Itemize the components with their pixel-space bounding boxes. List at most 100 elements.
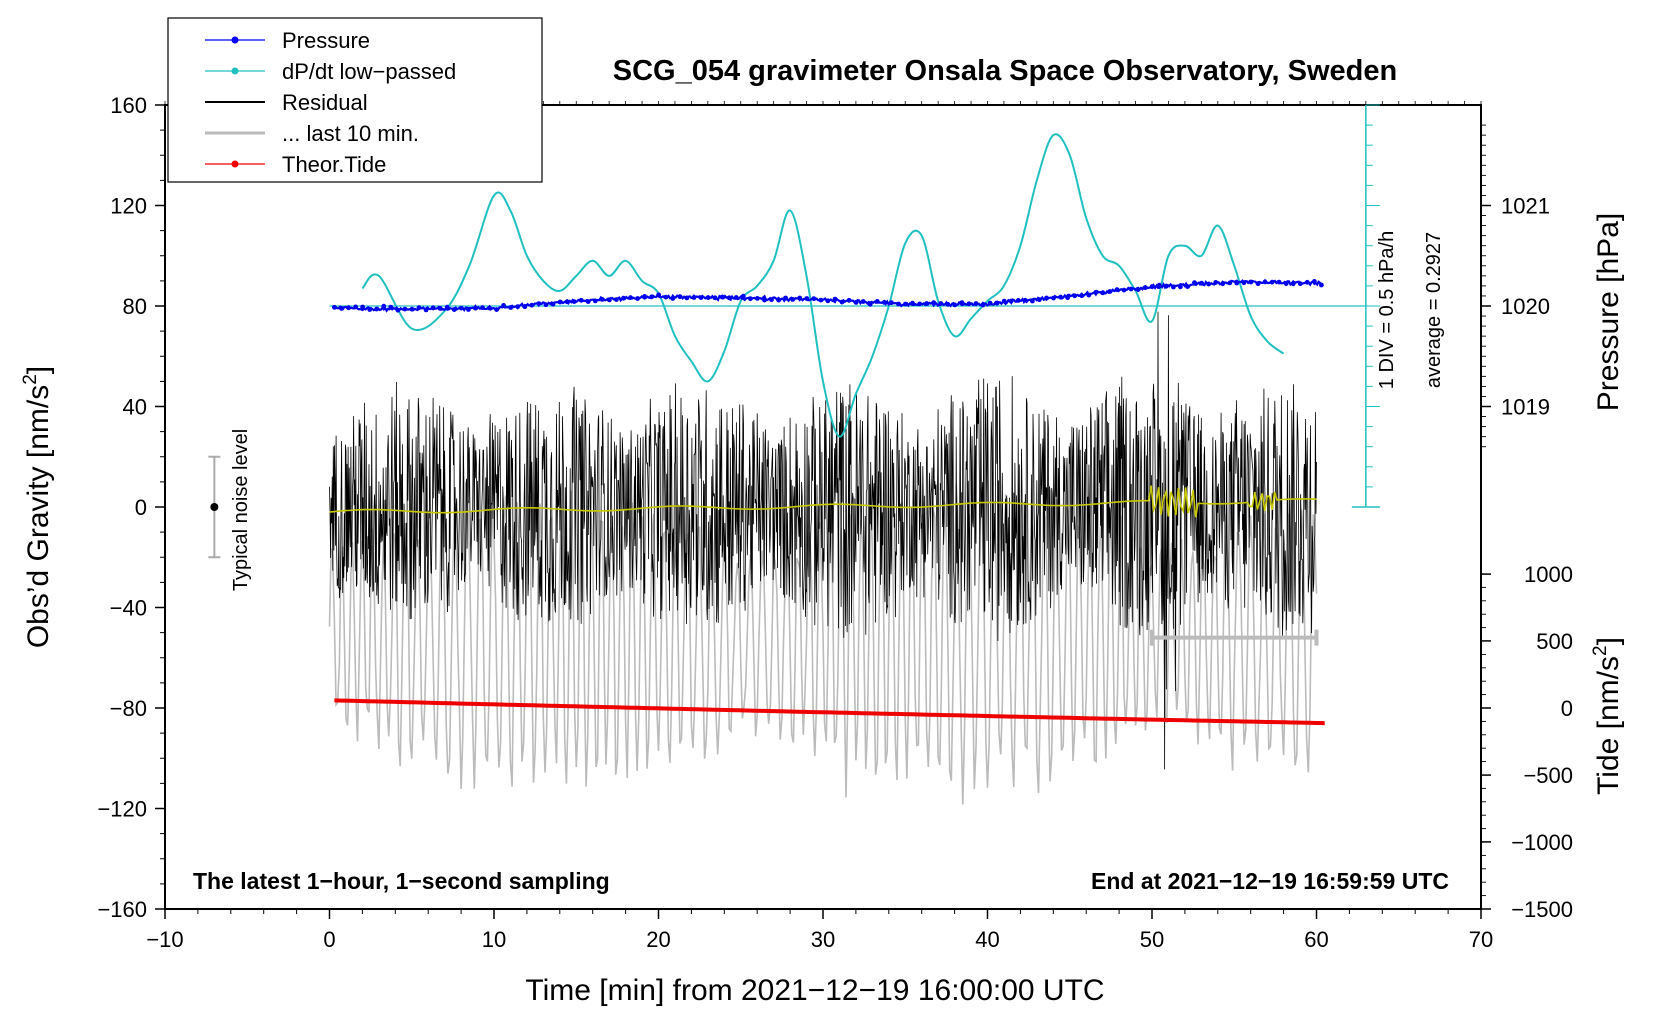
pressure-point <box>1142 285 1148 291</box>
pressure-point <box>628 295 633 300</box>
y-axis-tide-title: Tide [nm/s2] <box>1590 637 1625 795</box>
pressure-point <box>1128 286 1134 292</box>
pressure-point <box>867 301 873 307</box>
legend-marker-pressure <box>231 36 239 44</box>
last10-range-bar <box>1150 629 1319 646</box>
pressure-point <box>670 296 676 301</box>
pressure-point <box>719 294 725 300</box>
pressure-point <box>1304 279 1310 285</box>
pressure-point <box>1283 281 1289 286</box>
pressure-point <box>1192 280 1197 285</box>
pressure-point <box>550 301 556 307</box>
pressure-point <box>818 297 824 303</box>
legend-box <box>167 17 543 183</box>
pressure-point <box>360 304 365 310</box>
pressure-point <box>748 296 753 302</box>
pressure-point <box>451 307 457 312</box>
legend-marker-dpdt <box>231 67 239 75</box>
annotation-sampling: The latest 1−hour, 1−second sampling <box>193 868 610 894</box>
pressure-point <box>430 305 436 311</box>
pressure-point <box>649 294 655 300</box>
pressure-point <box>896 301 901 307</box>
legend-label-residual: Residual <box>282 90 368 115</box>
noise-level-bar <box>208 455 221 559</box>
pressure-point <box>1234 280 1240 286</box>
legend-entry-last10: ... last 10 min. <box>205 121 419 146</box>
pressure-point <box>1220 281 1226 287</box>
legend-label-pressure: Pressure <box>282 28 370 53</box>
pressure-point <box>1276 279 1282 285</box>
tide-tick-label-2: 0 <box>1561 696 1573 721</box>
pressure-point <box>733 295 739 300</box>
annotation-dpdt-average: average = 0.2927 <box>1423 232 1445 388</box>
pressure-point <box>917 301 922 307</box>
pressure-point <box>1086 292 1092 298</box>
y-axis-pressure-title: Pressure [hPa] <box>1592 213 1625 411</box>
pressure-point <box>811 296 817 301</box>
x-tick-label-3: 20 <box>646 927 670 952</box>
pressure-point <box>881 300 887 305</box>
pressure-point <box>839 299 845 305</box>
y-tick-label-0: −160 <box>97 897 147 922</box>
legend-entry-dpdt: dP/dt low−passed <box>205 59 456 84</box>
pressure-point <box>656 292 662 298</box>
pressure-point <box>1199 280 1204 286</box>
pressure-point <box>423 307 429 313</box>
tide-tick-label-0: 1000 <box>1524 562 1573 587</box>
pressure-point <box>1171 284 1176 290</box>
pressure-point <box>1163 283 1169 289</box>
pressure-point <box>825 298 831 304</box>
dpdt-scale-bar <box>1351 104 1380 508</box>
pressure-point <box>508 305 514 310</box>
pressure-point <box>1135 287 1141 292</box>
pressure-point <box>959 300 965 305</box>
x-tick-label-1: 0 <box>323 927 335 952</box>
pressure-point <box>1297 281 1303 287</box>
pressure-point <box>726 295 732 301</box>
x-axis-title: Time [min] from 2021−12−19 16:00:00 UTC <box>525 974 1104 1007</box>
pressure-point <box>945 301 951 307</box>
pressure-point <box>832 296 838 302</box>
pressure-point <box>804 296 810 301</box>
pressure-point <box>1149 284 1155 289</box>
x-tick-label-7: 60 <box>1304 927 1328 952</box>
pressure-point <box>1107 289 1113 294</box>
pressure-point <box>607 297 612 303</box>
pressure-point <box>480 305 485 311</box>
pressure-point <box>776 297 781 303</box>
residual-smooth-path <box>329 485 1317 518</box>
pressure-point <box>416 305 422 311</box>
pressure-tick-label-1: 1020 <box>1501 294 1550 319</box>
pressure-point <box>536 301 542 306</box>
y-tick-label-1: −120 <box>97 797 147 822</box>
pressure-point <box>684 295 690 301</box>
pressure-point <box>346 305 351 311</box>
pressure-point <box>543 302 549 308</box>
pressure-point <box>1248 279 1254 285</box>
pressure-point <box>473 305 478 311</box>
pressure-point <box>903 301 908 307</box>
pressure-point <box>1213 280 1219 285</box>
pressure-point <box>1262 279 1268 285</box>
y-axis-left-title: Obs’d Gravity [nm/s2] <box>20 366 55 648</box>
pressure-point <box>367 307 373 312</box>
pressure-point <box>1008 298 1014 304</box>
pressure-point <box>973 301 979 306</box>
y-tick-label-5: 40 <box>123 395 147 420</box>
pressure-point <box>494 307 499 312</box>
pressure-point <box>522 304 528 310</box>
pressure-point <box>437 306 443 311</box>
pressure-point <box>332 304 337 310</box>
tide-tick-label-4: −1000 <box>1511 830 1573 855</box>
y-tick-label-3: −40 <box>110 596 147 621</box>
pressure-point <box>1044 295 1049 301</box>
x-tick-label-6: 50 <box>1140 927 1164 952</box>
pressure-point <box>1269 279 1275 285</box>
tide-trace-path <box>334 698 1325 726</box>
pressure-point <box>1156 282 1162 288</box>
pressure-point <box>444 304 450 310</box>
x-axis: −10 0 10 20 30 40 50 60 70 <box>146 101 1493 952</box>
pressure-point <box>952 302 958 308</box>
pressure-point <box>395 307 401 313</box>
pressure-point <box>1178 284 1183 290</box>
